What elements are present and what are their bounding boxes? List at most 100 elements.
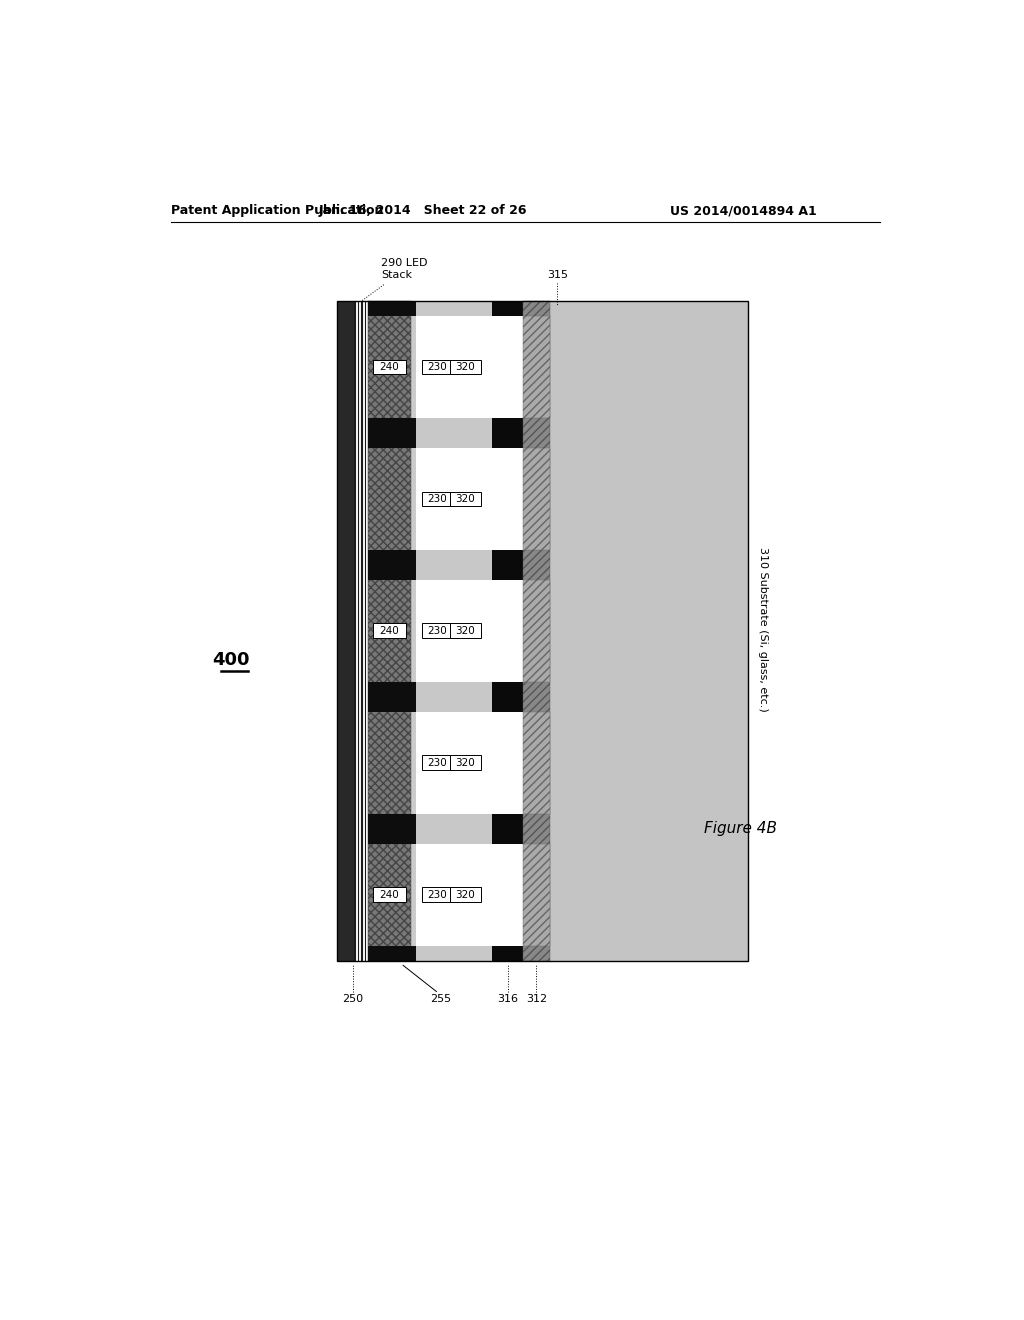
Bar (369, 301, 411, 433)
Text: 312: 312 (526, 994, 547, 1003)
Bar (416, 565, 493, 579)
Bar (369, 697, 493, 829)
Text: 320: 320 (456, 494, 475, 504)
Bar (337, 301, 354, 961)
Bar (416, 681, 493, 697)
Bar (416, 813, 493, 829)
Bar (422, 887, 453, 902)
Bar (523, 315, 550, 417)
Text: 255: 255 (430, 994, 451, 1003)
Bar (523, 447, 550, 549)
Bar (354, 301, 369, 961)
Bar (411, 813, 416, 829)
Text: 240: 240 (380, 890, 399, 900)
Bar (416, 843, 493, 945)
Text: US 2014/0014894 A1: US 2014/0014894 A1 (671, 205, 817, 218)
Text: 290 LED
Stack: 290 LED Stack (381, 259, 428, 280)
Bar (369, 549, 411, 565)
Bar (337, 301, 748, 961)
Text: 240: 240 (380, 362, 399, 372)
Bar (450, 359, 481, 374)
Bar (450, 623, 481, 638)
Bar (493, 315, 523, 417)
Bar (369, 433, 493, 565)
Bar (493, 301, 523, 961)
Bar (422, 623, 453, 638)
Text: 230: 230 (427, 626, 446, 636)
Text: 400: 400 (212, 652, 250, 669)
Bar (365, 301, 367, 961)
Bar (523, 579, 550, 681)
Bar (411, 433, 416, 447)
Bar (416, 433, 493, 447)
Bar (369, 433, 411, 447)
Bar (550, 301, 748, 961)
Bar (550, 301, 748, 961)
Text: 230: 230 (427, 494, 446, 504)
Bar (411, 417, 416, 433)
Bar (411, 549, 416, 565)
Bar (361, 301, 362, 961)
Bar (337, 301, 748, 961)
Bar (354, 301, 356, 961)
Bar (416, 711, 493, 813)
Bar (369, 829, 411, 961)
Bar (411, 697, 416, 711)
Bar (450, 887, 481, 902)
Bar (369, 433, 411, 565)
Text: Figure 4B: Figure 4B (703, 821, 777, 836)
Bar (411, 565, 416, 579)
Text: 315: 315 (547, 271, 568, 280)
Bar (416, 579, 493, 681)
Bar (369, 417, 411, 433)
Bar (411, 301, 416, 315)
Bar (369, 565, 493, 697)
Bar (493, 711, 523, 813)
Bar (416, 417, 493, 433)
Bar (523, 301, 550, 961)
Bar (411, 945, 416, 961)
Bar (369, 813, 411, 829)
Bar (493, 843, 523, 945)
Bar (369, 829, 493, 961)
Text: 320: 320 (456, 890, 475, 900)
Bar (369, 565, 411, 697)
Text: 310 Substrate (Si, glass, etc.): 310 Substrate (Si, glass, etc.) (759, 548, 768, 711)
Bar (416, 447, 493, 549)
Bar (369, 697, 411, 829)
Bar (450, 491, 481, 506)
Bar (369, 697, 411, 711)
Bar (369, 565, 411, 579)
Bar (416, 549, 493, 565)
Text: 320: 320 (456, 758, 475, 768)
Bar (493, 579, 523, 681)
Bar (416, 697, 493, 711)
Bar (422, 359, 453, 374)
Bar (416, 829, 493, 843)
Bar (416, 301, 493, 315)
Bar (411, 681, 416, 697)
Text: Patent Application Publication: Patent Application Publication (171, 205, 383, 218)
Text: 320: 320 (456, 626, 475, 636)
Bar (523, 843, 550, 945)
Bar (411, 829, 416, 843)
Text: Jan. 16, 2014   Sheet 22 of 26: Jan. 16, 2014 Sheet 22 of 26 (318, 205, 526, 218)
Bar (523, 711, 550, 813)
Text: 240: 240 (380, 626, 399, 636)
Bar (374, 359, 406, 374)
Bar (493, 447, 523, 549)
Text: 230: 230 (427, 758, 446, 768)
Bar (374, 623, 406, 638)
Bar (357, 301, 359, 961)
Bar (416, 945, 493, 961)
Bar (374, 887, 406, 902)
Text: 230: 230 (427, 362, 446, 372)
Bar (369, 945, 411, 961)
Bar (369, 829, 411, 843)
Bar (422, 755, 453, 770)
Bar (369, 301, 411, 315)
Bar (369, 301, 493, 433)
Bar (369, 681, 411, 697)
Text: 230: 230 (427, 890, 446, 900)
Bar (422, 491, 453, 506)
